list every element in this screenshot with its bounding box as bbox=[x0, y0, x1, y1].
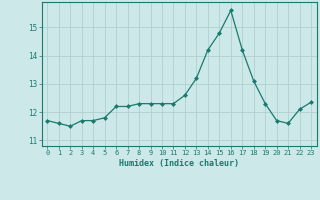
X-axis label: Humidex (Indice chaleur): Humidex (Indice chaleur) bbox=[119, 159, 239, 168]
